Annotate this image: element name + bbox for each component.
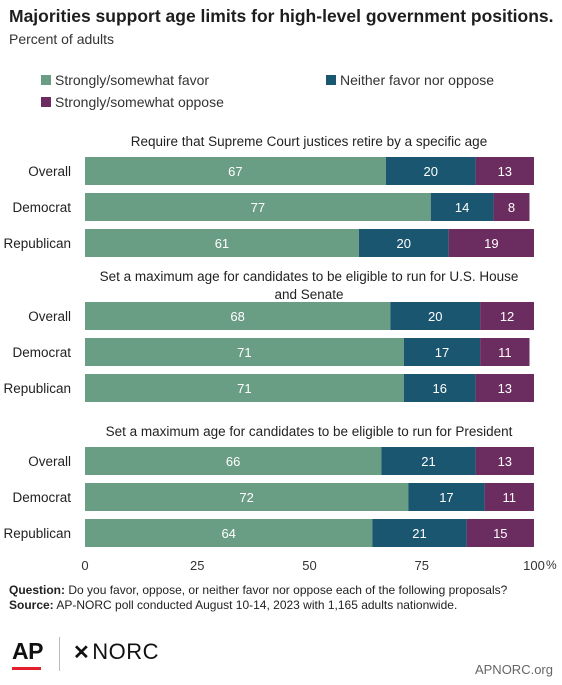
- bar-segment-neither: [430, 193, 494, 221]
- bar-segment-oppose: [493, 193, 530, 221]
- legend-swatch-neither: [326, 75, 336, 85]
- ap-logo-underline: [12, 667, 41, 670]
- bar-segment-neither: [358, 229, 449, 257]
- group-title: and Senate: [274, 287, 343, 302]
- bar-segment-oppose: [480, 338, 530, 366]
- data-label: 71: [237, 345, 251, 360]
- legend-label-neither: Neither favor nor oppose: [340, 72, 495, 88]
- data-label: 72: [239, 490, 253, 505]
- bar-segment-favor: [85, 229, 359, 257]
- bar-segment-favor: [85, 483, 409, 511]
- norc-logo: ✕ NORC: [73, 639, 159, 665]
- chart-title: Majorities support age limits for high-l…: [9, 6, 554, 26]
- bar-segment-neither: [381, 447, 476, 475]
- data-label: 11: [498, 345, 512, 360]
- category-label: Republican: [3, 381, 71, 396]
- data-label: 12: [500, 309, 514, 324]
- category-label: Overall: [28, 164, 71, 179]
- logo-divider: [59, 637, 60, 671]
- legend-swatch-favor: [41, 75, 51, 85]
- data-label: 21: [412, 526, 426, 541]
- bar-segment-oppose: [466, 519, 534, 547]
- bar-segment-neither: [403, 338, 481, 366]
- data-label: 64: [221, 526, 235, 541]
- bar-segment-neither: [408, 483, 485, 511]
- legend-item-oppose: Strongly/somewhat oppose: [41, 94, 224, 110]
- data-label: 17: [435, 345, 449, 360]
- data-label: 19: [484, 236, 498, 251]
- bar-segment-neither: [372, 519, 467, 547]
- bar-segment-oppose: [475, 374, 534, 402]
- group-title: Set a maximum age for candidates to be e…: [106, 424, 513, 439]
- category-label: Overall: [28, 309, 71, 324]
- legend-swatch-oppose: [41, 97, 51, 107]
- data-label: 77: [251, 200, 265, 215]
- stacked-bar-chart: Require that Supreme Court justices reti…: [3, 134, 557, 573]
- category-label: Democrat: [12, 345, 71, 360]
- data-label: 14: [455, 200, 469, 215]
- data-label: 15: [493, 526, 507, 541]
- data-label: 17: [439, 490, 453, 505]
- x-tick-label: 25: [190, 558, 204, 573]
- bar-segment-neither: [403, 374, 476, 402]
- data-label: 16: [432, 381, 446, 396]
- x-tick-label: 75: [415, 558, 429, 573]
- data-label: 67: [228, 164, 242, 179]
- norc-logo-text: NORC: [92, 639, 160, 664]
- category-label: Democrat: [12, 200, 71, 215]
- legend-item-neither: Neither favor nor oppose: [326, 72, 494, 88]
- group-title: Require that Supreme Court justices reti…: [131, 134, 487, 149]
- bar-segment-favor: [85, 447, 382, 475]
- data-label: 21: [421, 454, 435, 469]
- category-label: Democrat: [12, 490, 71, 505]
- data-label: 8: [508, 200, 515, 215]
- x-axis-unit: %: [546, 558, 557, 572]
- bar-segment-favor: [85, 338, 404, 366]
- x-tick-label: 0: [81, 558, 88, 573]
- data-label: 68: [230, 309, 244, 324]
- bar-segment-favor: [85, 157, 386, 185]
- bar-segment-favor: [85, 374, 404, 402]
- data-label: 11: [503, 490, 517, 505]
- data-label: 20: [423, 164, 437, 179]
- bar-segment-oppose: [475, 157, 534, 185]
- bar-segment-oppose: [475, 447, 534, 475]
- data-label: 13: [498, 164, 512, 179]
- data-label: 13: [498, 454, 512, 469]
- x-tick-label: 50: [302, 558, 316, 573]
- legend-label-oppose: Strongly/somewhat oppose: [55, 94, 224, 110]
- data-label: 13: [498, 381, 512, 396]
- legend-item-favor: Strongly/somewhat favor: [41, 72, 209, 88]
- question-note: Question: Do you favor, oppose, or neith…: [9, 583, 508, 597]
- chart-subtitle: Percent of adults: [9, 31, 115, 47]
- data-label: 20: [428, 309, 442, 324]
- bar-segment-favor: [85, 519, 373, 547]
- source-note: Source: AP-NORC poll conducted August 10…: [9, 598, 458, 612]
- bar-segment-neither: [390, 302, 481, 330]
- bar-segment-favor: [85, 302, 391, 330]
- category-label: Republican: [3, 526, 71, 541]
- bar-segment-favor: [85, 193, 431, 221]
- norc-mark-icon: ✕: [73, 641, 91, 664]
- bar-segment-oppose: [484, 483, 534, 511]
- data-label: 66: [226, 454, 240, 469]
- bar-segment-oppose: [448, 229, 534, 257]
- bar-segment-neither: [385, 157, 476, 185]
- data-label: 61: [215, 236, 229, 251]
- group-title: Set a maximum age for candidates to be e…: [100, 269, 519, 284]
- data-label: 20: [397, 236, 411, 251]
- chart-notes: Question: Do you favor, oppose, or neith…: [9, 583, 557, 613]
- x-tick-label: 100: [523, 558, 545, 573]
- data-label: 71: [237, 381, 251, 396]
- bar-segment-oppose: [480, 302, 534, 330]
- site-link: APNORC.org: [474, 662, 553, 677]
- category-label: Overall: [28, 454, 71, 469]
- ap-logo: AP: [12, 638, 43, 664]
- category-label: Republican: [3, 236, 71, 251]
- legend-label-favor: Strongly/somewhat favor: [55, 72, 210, 88]
